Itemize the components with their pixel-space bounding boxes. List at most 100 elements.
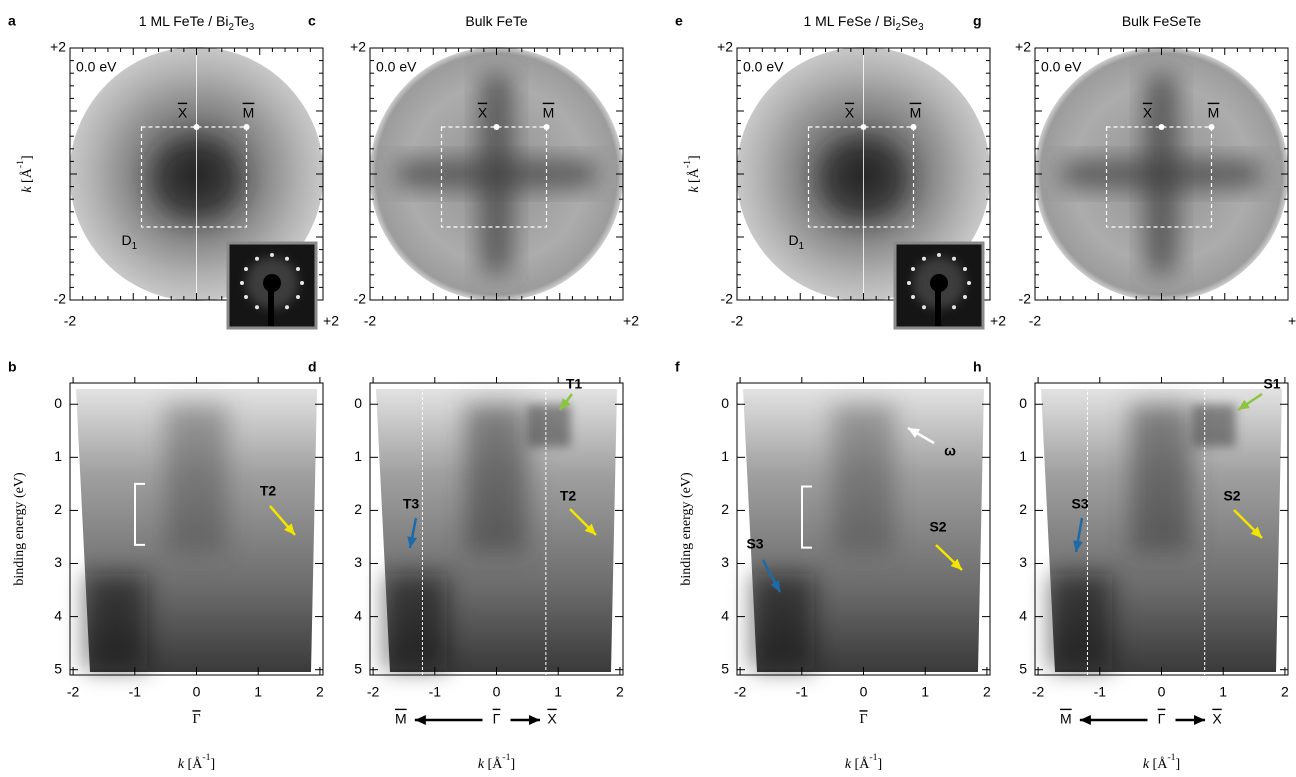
annotation: S2 bbox=[1223, 488, 1240, 504]
leed-spot bbox=[967, 281, 971, 285]
y-tick-label: 1 bbox=[354, 448, 362, 464]
annotation: T2 bbox=[260, 483, 277, 499]
x-axis-label: k [Å-1] bbox=[178, 752, 215, 772]
region-label: D1 bbox=[789, 232, 805, 252]
text-run: ] bbox=[20, 155, 35, 160]
k-point-label: M bbox=[243, 105, 255, 121]
x-tick-label: -2 bbox=[367, 684, 380, 700]
annotation-arrow-head bbox=[560, 398, 571, 410]
y-axis-label: k [Å-1] bbox=[682, 155, 702, 192]
leed-spot bbox=[937, 253, 941, 257]
text-run: 2 bbox=[896, 22, 901, 33]
leed-gun bbox=[263, 274, 281, 292]
band-intensity bbox=[1130, 404, 1193, 553]
k-point-label: X bbox=[845, 105, 855, 121]
x-tick-label: -1 bbox=[796, 684, 809, 700]
x-tick-label: -1 bbox=[1094, 684, 1107, 700]
leed-spot bbox=[911, 267, 916, 271]
y-tick-label: -2 bbox=[54, 291, 67, 307]
k-point bbox=[243, 124, 250, 130]
text-run: 3 bbox=[249, 22, 255, 33]
text-run: Bulk FeTe bbox=[465, 13, 527, 29]
k-point bbox=[1208, 124, 1215, 130]
energy-label: 0.0 eV bbox=[376, 59, 417, 75]
bracket bbox=[801, 485, 812, 549]
direction-arrow-head bbox=[529, 715, 541, 725]
band-intensity bbox=[165, 404, 228, 553]
leed-spot bbox=[285, 256, 289, 261]
panel-title: 1 ML FeSe / Bi2Se3 bbox=[803, 13, 924, 33]
annotation: S3 bbox=[1071, 496, 1088, 512]
panel-letter: c bbox=[308, 13, 316, 29]
y-tick-label: 5 bbox=[54, 660, 62, 676]
leed-spot bbox=[240, 281, 244, 285]
panel-letter: e bbox=[675, 13, 683, 29]
x-axis-label: k [Å-1] bbox=[845, 752, 882, 772]
leed-spot bbox=[300, 281, 304, 285]
leed-spot bbox=[295, 267, 300, 271]
text-run: 3 bbox=[918, 22, 924, 33]
text-run: ] bbox=[878, 757, 883, 772]
y-tick-label: 3 bbox=[721, 554, 729, 570]
panel-title: 1 ML FeTe / Bi2Te3 bbox=[139, 13, 255, 33]
y-tick-label: 3 bbox=[54, 554, 62, 570]
energy-label: 0.0 eV bbox=[1041, 59, 1082, 75]
x-tick-label: -1 bbox=[129, 684, 142, 700]
text-run: k bbox=[1143, 757, 1150, 772]
text-run: -1 bbox=[1167, 752, 1175, 763]
x-tick-label: 0 bbox=[860, 684, 868, 700]
x-tick-label: -2 bbox=[734, 684, 747, 700]
direction-arrow-head bbox=[1194, 715, 1206, 725]
k-point-label: Γ bbox=[493, 711, 501, 727]
y-tick-label: 0 bbox=[354, 395, 362, 411]
text-run: [Å bbox=[184, 756, 203, 772]
y-tick-label: 3 bbox=[1019, 554, 1027, 570]
x-tick-label: 2 bbox=[1281, 684, 1289, 700]
leed-spot bbox=[952, 305, 956, 310]
leed-spot bbox=[907, 281, 911, 285]
text-run: [Å bbox=[851, 756, 870, 772]
x-tick-label: -2 bbox=[64, 313, 77, 329]
text-run: k bbox=[687, 186, 702, 193]
y-tick-label: 5 bbox=[354, 660, 362, 676]
annotation-arrow-head bbox=[1250, 526, 1262, 538]
y-tick-label: 5 bbox=[721, 660, 729, 676]
text-run: 1 bbox=[132, 241, 137, 252]
region-label: D1 bbox=[122, 232, 138, 252]
energy-label: 0.0 eV bbox=[743, 59, 784, 75]
direction-arrow-head bbox=[414, 715, 426, 725]
y-tick-label: -2 bbox=[721, 291, 734, 307]
band-intensity bbox=[1192, 404, 1236, 447]
k-point-label: Γ bbox=[192, 712, 200, 727]
leed-spot bbox=[922, 256, 926, 261]
y-tick-label: 4 bbox=[721, 607, 729, 623]
text-run: 2 bbox=[229, 22, 234, 33]
k-point bbox=[910, 124, 917, 130]
annotation-arrow-head bbox=[407, 536, 418, 548]
k-point-label: X bbox=[478, 105, 488, 121]
y-tick-label: 4 bbox=[1019, 607, 1027, 623]
leed-spot bbox=[255, 305, 259, 310]
leed-spot bbox=[244, 295, 249, 299]
band-intensity bbox=[1050, 574, 1113, 670]
x-tick-label: 1 bbox=[254, 684, 262, 700]
y-tick-label: 3 bbox=[354, 554, 362, 570]
k-point bbox=[860, 124, 867, 130]
annotation-arrow-head bbox=[1238, 399, 1250, 410]
y-tick-label: 4 bbox=[54, 607, 62, 623]
leed-spot bbox=[922, 305, 926, 310]
y-axis-label: binding energy (eV) bbox=[679, 472, 694, 586]
k-point-label: M bbox=[910, 105, 922, 121]
annotation-arrow-head bbox=[770, 579, 780, 592]
x-tick-label: 2 bbox=[616, 684, 624, 700]
leed-spot bbox=[255, 256, 259, 261]
leed-spot bbox=[962, 295, 967, 299]
band-intensity bbox=[832, 404, 895, 553]
annotation-arrow-head bbox=[284, 523, 295, 535]
text-run: 1 bbox=[799, 241, 804, 252]
panel-letter: a bbox=[8, 13, 16, 29]
k-point-label: M bbox=[543, 105, 555, 121]
annotation: S1 bbox=[1263, 376, 1280, 392]
annotation-arrow-head bbox=[584, 523, 596, 535]
text-run: -1 bbox=[502, 752, 510, 763]
